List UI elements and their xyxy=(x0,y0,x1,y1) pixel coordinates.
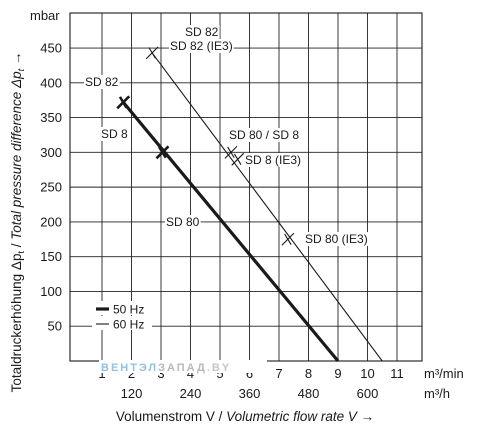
x-tick-label-m3min: 1 xyxy=(98,366,105,381)
y-axis-label: Totaldruckerhöhung Δpt / Total pressure … xyxy=(9,52,26,393)
y-axis-arrow: → xyxy=(9,52,24,69)
x-axis-label: Volumenstrom V / Volumetric flow rate V … xyxy=(116,409,374,424)
watermark: ВЕНТЭЛЗАПАД.BY xyxy=(101,362,231,374)
y-axis-subscript: t xyxy=(16,251,26,254)
legend-label: 50 Hz xyxy=(113,303,144,317)
x-axis-label-de: Volumenstrom V / xyxy=(116,409,226,424)
watermark-part: .BY xyxy=(207,362,231,374)
y-tick-label: 450 xyxy=(40,41,62,56)
annotation-bg xyxy=(165,215,201,229)
x-tick-label-m3h: 360 xyxy=(239,386,261,401)
cross-marker-stroke xyxy=(284,233,292,245)
y-axis-subscript: t xyxy=(16,68,26,71)
x-unit-m3min: m³/min xyxy=(424,366,464,381)
x-tick-label-m3min: 6 xyxy=(246,366,253,381)
annotation-bg xyxy=(228,128,301,142)
annotation-label: SD 82 (IE3) xyxy=(170,39,233,53)
series-line-60-hz xyxy=(151,52,383,362)
cross-marker-stroke xyxy=(233,153,242,165)
y-axis-label-de: Totaldruckerhöhung Δp xyxy=(9,254,24,393)
cross-marker-stroke xyxy=(118,96,128,109)
legend-label: 60 Hz xyxy=(113,318,144,332)
series-line-50-hz xyxy=(122,101,340,363)
x-tick-label-m3min: 8 xyxy=(305,366,312,381)
x-tick-label-m3min: 4 xyxy=(187,366,194,381)
x-tick-label-m3min: 3 xyxy=(157,366,164,381)
watermark-part: ЗАПАД xyxy=(158,362,207,374)
y-axis-label-en: Total pressure difference Δp xyxy=(9,71,24,240)
cross-marker xyxy=(116,95,131,110)
x-tick-label-m3min: 10 xyxy=(360,366,374,381)
x-tick-label-m3h: 240 xyxy=(180,386,202,401)
y-tick-label: 250 xyxy=(40,180,62,195)
x-axis-arrow: → xyxy=(357,409,374,424)
cross-marker-stroke xyxy=(227,146,235,159)
cross-marker xyxy=(155,145,170,160)
annotation-bg xyxy=(169,39,234,53)
x-tick-label-m3min: 7 xyxy=(275,366,282,381)
annotation-bg xyxy=(100,127,130,141)
x-tick-label-m3min: 11 xyxy=(390,366,404,381)
watermark-bg xyxy=(99,360,267,373)
x-tick-label-m3min: 5 xyxy=(216,366,223,381)
y-tick-label: 200 xyxy=(40,214,62,229)
x-tick-label-m3h: 120 xyxy=(121,386,143,401)
y-tick-label: 350 xyxy=(40,110,62,125)
y-axis-separator: / xyxy=(9,240,24,251)
annotation-label: SD 80 / SD 8 xyxy=(229,128,299,142)
watermark-part: ВЕНТЭЛ xyxy=(101,362,158,374)
legend-bg xyxy=(92,316,152,330)
annotation-label: SD 8 (IE3) xyxy=(245,153,301,167)
annotation-label: SD 82 xyxy=(185,25,219,39)
cross-marker-stroke xyxy=(148,47,156,59)
annotation-label: SD 82 xyxy=(85,75,119,89)
cross-marker-stroke xyxy=(158,146,167,159)
x-axis-label-en: Volumetric flow rate V xyxy=(226,409,359,424)
cross-marker xyxy=(281,232,295,246)
y-tick-label: 100 xyxy=(40,284,62,299)
cross-marker xyxy=(231,152,245,166)
annotation-bg xyxy=(304,232,369,246)
annotation-bg xyxy=(184,25,220,39)
x-tick-label-m3min: 9 xyxy=(334,366,341,381)
cross-marker xyxy=(145,46,159,60)
annotation-bg xyxy=(84,75,120,89)
x-unit-m3h: m³/h xyxy=(424,386,450,401)
annotation-label: SD 8 xyxy=(101,127,128,141)
x-tick-label-m3h: 480 xyxy=(298,386,320,401)
x-tick-label-m3min: 2 xyxy=(128,366,135,381)
y-tick-label: 300 xyxy=(40,145,62,160)
y-tick-label: 400 xyxy=(40,75,62,90)
annotation-label: SD 80 (IE3) xyxy=(305,232,368,246)
legend-bg xyxy=(92,301,152,315)
annotation-label: SD 80 xyxy=(166,215,200,229)
y-unit-label: mbar xyxy=(30,8,60,23)
y-tick-label: 150 xyxy=(40,249,62,264)
cross-marker xyxy=(224,145,238,159)
annotation-bg xyxy=(244,153,303,167)
y-tick-label: 50 xyxy=(48,319,62,334)
x-tick-label-m3h: 600 xyxy=(357,386,379,401)
